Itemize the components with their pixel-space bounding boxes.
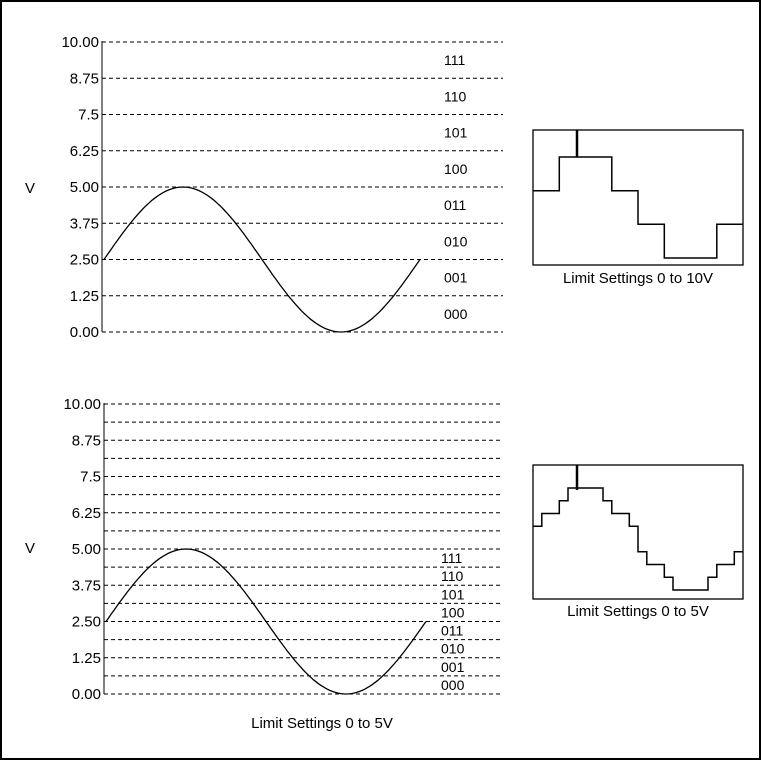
code-label: 000	[441, 677, 465, 693]
y-axis-label-top: V	[25, 180, 35, 197]
y-axis-label-bottom: V	[25, 540, 35, 557]
y-tick-label: 0.00	[70, 324, 99, 341]
y-tick-label: 8.75	[70, 70, 99, 87]
y-tick-label: 3.75	[70, 215, 99, 232]
y-tick-label: 10.00	[61, 34, 99, 51]
y-tick-label: 6.25	[70, 143, 99, 160]
code-label: 101	[441, 586, 465, 602]
top-inset-chart	[532, 129, 744, 266]
code-label: 010	[444, 233, 468, 249]
bottom-inset-staircase	[533, 487, 743, 591]
code-label: 111	[444, 52, 465, 68]
y-tick-label: 7.5	[78, 107, 99, 124]
sine-signal	[105, 548, 427, 695]
y-tick-label: 7.5	[80, 469, 101, 486]
y-tick-label: 5.00	[72, 541, 101, 558]
code-label: 100	[444, 161, 468, 177]
top-quantization-panel: 10.00 8.75 7.5 6.25 5.00 3.75 2.50 1.25 0.00 111 1…	[61, 34, 503, 341]
y-tick-label: 8.75	[72, 432, 101, 449]
y-tick-label: 0.00	[72, 686, 101, 703]
y-tick-label: 3.75	[72, 577, 101, 594]
code-label: 001	[444, 270, 468, 286]
code-label: 011	[441, 623, 464, 639]
bottom-inset-chart	[532, 464, 744, 600]
code-label: 100	[441, 604, 465, 620]
code-label: 111	[441, 550, 462, 566]
y-tick-label: 10.00	[63, 396, 101, 413]
y-tick-label: 5.00	[70, 179, 99, 196]
top-inset-staircase	[533, 156, 743, 259]
top-inset-caption: Limit Settings 0 to 10V	[563, 270, 713, 287]
bottom-inset-caption: Limit Settings 0 to 5V	[567, 603, 709, 620]
sine-signal	[103, 186, 421, 333]
code-label: 101	[444, 125, 468, 141]
code-label: 110	[441, 568, 464, 584]
y-tick-label: 1.25	[72, 650, 101, 667]
y-tick-label: 1.25	[70, 288, 99, 305]
y-tick-label: 2.50	[70, 252, 99, 269]
code-label: 001	[441, 659, 465, 675]
code-label: 010	[441, 641, 465, 657]
bottom-quantization-panel: 10.00 8.75 7.5 6.25 5.00 3.75 2.50 1.25 0.00 111 1…	[63, 396, 503, 703]
bottom-panel-caption: Limit Settings 0 to 5V	[251, 715, 393, 732]
code-label: 110	[444, 88, 467, 104]
y-tick-label: 6.25	[72, 505, 101, 522]
y-tick-label: 2.50	[72, 614, 101, 631]
code-label: 011	[444, 197, 467, 213]
code-label: 000	[444, 306, 468, 322]
